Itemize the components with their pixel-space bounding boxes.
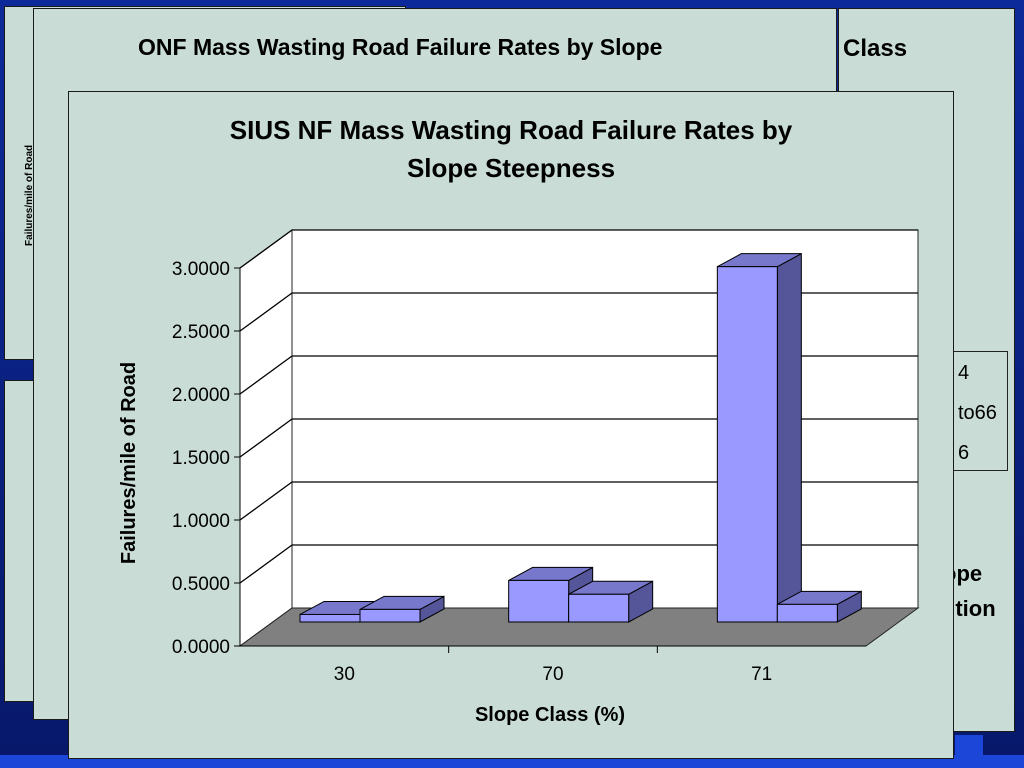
back-legend-item: 6 xyxy=(958,442,970,464)
bar xyxy=(716,266,778,623)
bar xyxy=(299,613,361,623)
x-tick-label: 71 xyxy=(751,664,772,685)
y-tick-label: 0.0000 xyxy=(172,637,230,658)
y-tick-label: 1.5000 xyxy=(172,448,230,469)
chart-title-line-2: Slope Steepness xyxy=(407,153,615,183)
y-axis-label: Failures/mile of Road xyxy=(118,362,140,564)
gridline xyxy=(239,418,918,458)
gridline xyxy=(239,229,918,269)
bar xyxy=(508,579,570,623)
plot-area: 0.0000 0.5000 1.0000 1.5000 2.0000 2.5000 3.00… xyxy=(172,229,920,685)
x-tick-label: 70 xyxy=(542,664,563,685)
gridline xyxy=(239,544,918,584)
back-legend-item: to66 xyxy=(958,402,997,424)
chart-title-line-1: SIUS NF Mass Wasting Road Failure Rates … xyxy=(230,115,793,145)
y-tick-label: 3.0000 xyxy=(172,259,230,280)
bar-side xyxy=(776,252,802,623)
y-tick-label: 2.0000 xyxy=(172,385,230,406)
gridline xyxy=(239,355,918,395)
gridline xyxy=(239,481,918,521)
gridline xyxy=(239,292,918,332)
x-axis-label: Slope Class (%) xyxy=(475,704,625,726)
bg-accent-block xyxy=(955,735,983,757)
back-panel-right-title: Class xyxy=(843,35,908,62)
bar xyxy=(359,608,421,623)
back-panel-ylabel: Failures/mile of Road xyxy=(24,144,35,246)
x-tick-label: 30 xyxy=(334,664,355,685)
back-legend-item: 4 xyxy=(958,362,970,384)
bar xyxy=(568,593,630,623)
main-chart: SIUS NF Mass Wasting Road Failure Rates … xyxy=(68,91,954,759)
y-tick-label: 1.0000 xyxy=(172,511,230,532)
y-tick-label: 0.5000 xyxy=(172,574,230,595)
bar xyxy=(776,603,838,623)
back-panel-onf-title: ONF Mass Wasting Road Failure Rates by S… xyxy=(138,34,663,60)
y-tick-label: 2.5000 xyxy=(172,322,230,343)
